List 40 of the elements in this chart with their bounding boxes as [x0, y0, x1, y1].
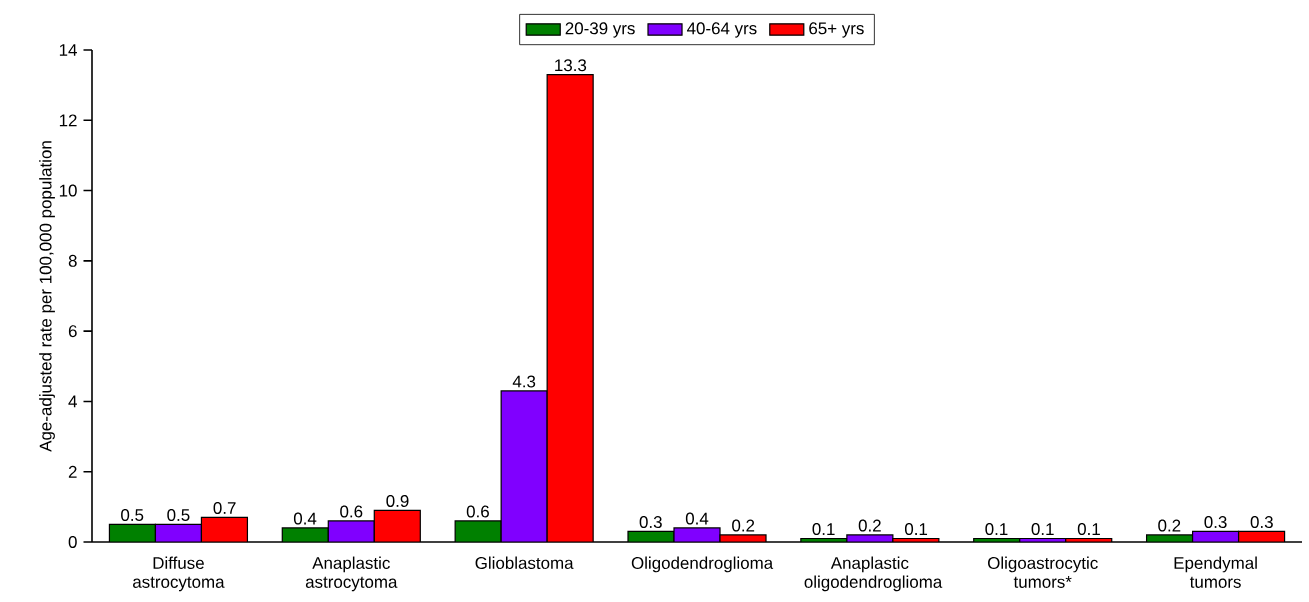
data-label: 0.3	[1204, 516, 1227, 529]
x-tick-label: Anaplastic astrocytoma	[305, 556, 398, 592]
data-label: 0.2	[1158, 519, 1181, 532]
data-label: 0.1	[1031, 523, 1054, 536]
data-label: 0.1	[812, 523, 835, 536]
y-tick-label: 10	[59, 184, 77, 197]
x-tick-label: Glioblastoma	[475, 556, 574, 569]
data-label: 0.1	[904, 523, 928, 536]
data-label: 13.3	[555, 59, 587, 72]
y-tick-label: 2	[68, 465, 77, 478]
x-tick-label: Anaplastic oligodendroglioma	[804, 556, 943, 592]
legend-label: 40-64 yrs	[686, 22, 757, 38]
data-label: 0.3	[1250, 516, 1273, 529]
data-label: 0.5	[121, 509, 144, 522]
data-label: 0.9	[386, 495, 409, 507]
data-label: 0.1	[1077, 523, 1100, 536]
data-label: 0.2	[732, 519, 755, 532]
y-tick-label: 14	[59, 44, 77, 56]
data-label: 0.4	[293, 512, 317, 525]
x-tick-label: Oligoastrocytic tumors*	[988, 556, 1098, 588]
y-tick-label: 6	[68, 325, 77, 338]
data-label: 0.3	[639, 516, 662, 529]
legend-label: 65+ yrs	[809, 22, 864, 38]
y-axis-title: Age-adjusted rate per 100,000 population	[39, 141, 55, 452]
data-label: 0.7	[213, 502, 236, 514]
data-label: 0.1	[985, 523, 1008, 536]
data-label: 0.6	[466, 505, 489, 518]
data-label: 0.6	[340, 505, 363, 518]
x-tick-label: Ependymal tumors	[1174, 556, 1257, 588]
legend-label: 20-39 yrs	[565, 22, 635, 38]
data-label: 0.2	[858, 519, 881, 532]
data-label: 4.3	[512, 375, 536, 388]
y-tick-label: 12	[59, 114, 77, 127]
data-label: 0.4	[685, 512, 709, 525]
y-tick-label: 4	[68, 395, 77, 408]
x-tick-label: Oligodendroglioma	[631, 556, 774, 573]
y-tick-label: 0	[68, 536, 77, 548]
x-tick-label: Diffuse astrocytoma	[133, 556, 225, 592]
y-tick-label: 8	[68, 254, 77, 267]
data-label: 0.5	[167, 509, 190, 522]
